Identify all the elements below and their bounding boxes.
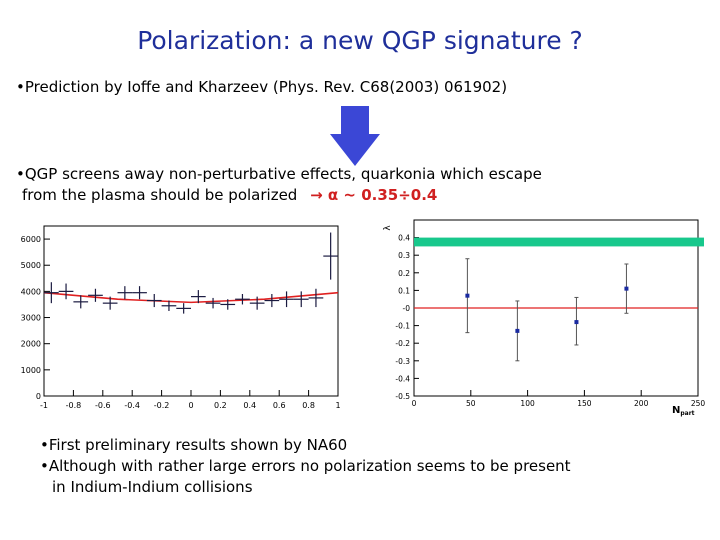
slide-title: Polarization: a new QGP signature ? — [137, 26, 583, 55]
data-point — [323, 232, 338, 280]
point-marker — [624, 286, 629, 291]
data-point — [176, 303, 191, 314]
y-tick-label: -0.2 — [395, 339, 410, 348]
x-tick-label: 0.8 — [302, 401, 315, 410]
data-point — [44, 282, 59, 304]
data-point — [279, 291, 294, 308]
x-tick-label: 150 — [577, 399, 592, 408]
data-point — [205, 297, 221, 309]
data-point — [465, 258, 470, 334]
x-tick-label: 50 — [466, 399, 476, 408]
x-tick-label: 0.4 — [243, 401, 256, 410]
bullet-prediction: •Prediction by Ioffe and Kharzeev (Phys.… — [16, 78, 508, 96]
data-point — [191, 290, 206, 304]
y-tick-label: 0.1 — [398, 286, 410, 295]
x-tick-label: 200 — [634, 399, 649, 408]
x-tick-label: -0.6 — [95, 401, 111, 410]
data-point — [161, 300, 177, 311]
data-point — [293, 291, 309, 308]
bullet-qgp-line1: •QGP screens away non-perturbative effec… — [16, 165, 542, 183]
chart-lambda-vs-npart: -0.5 -0.4 -0.3 -0.2 -0.1 -0 0.1 0.2 0.3 0.4 λ 0 50 10… — [383, 219, 706, 417]
bullet-qgp-line2: from the plasma should be polarized → α … — [16, 185, 542, 206]
prediction-band — [414, 237, 704, 247]
data-point — [235, 294, 250, 305]
y-tick-label: 1000 — [21, 366, 41, 375]
data-point — [220, 299, 236, 310]
x-tick-label: 0 — [412, 399, 417, 408]
down-arrow-icon — [330, 106, 380, 166]
bullet-qgp-line2-text: from the plasma should be polarized — [22, 186, 298, 204]
x-tick-label: 250 — [691, 399, 706, 408]
point-marker — [465, 293, 470, 298]
x-tick-label: 1 — [335, 401, 340, 410]
y-tick-label: -0.4 — [395, 374, 410, 383]
bullet-results-line1: •First preliminary results shown by NA60 — [40, 436, 348, 454]
data-point — [515, 300, 520, 362]
x-tick-label: -0.4 — [124, 401, 140, 410]
y-tick-label: 0.2 — [398, 269, 410, 278]
y-tick-label: 0.3 — [398, 251, 410, 260]
y-tick-label: -0.1 — [395, 322, 410, 331]
y-tick-label: 4000 — [21, 287, 41, 296]
y-tick-label: -0 — [403, 304, 411, 313]
data-point — [117, 286, 133, 300]
y-axis-label: λ — [383, 225, 393, 231]
x-tick-label: -1 — [40, 401, 48, 410]
x-tick-label: 0.2 — [214, 401, 227, 410]
fit-curve — [43, 291, 339, 304]
y-tick-label: -0.3 — [395, 357, 410, 366]
data-point — [58, 283, 74, 300]
x-tick-label: -0.8 — [66, 401, 82, 410]
data-point — [132, 286, 147, 300]
plot-frame — [43, 225, 339, 397]
data-point — [308, 288, 324, 308]
bullet-results-line2: •Although with rather large errors no po… — [40, 457, 571, 475]
data-point — [102, 296, 118, 310]
x-tick-label: -0.2 — [154, 401, 170, 410]
y-tick-label: 0 — [36, 392, 41, 401]
x-tick-label: 100 — [520, 399, 535, 408]
y-tick-label: 5000 — [21, 261, 41, 270]
data-point — [73, 295, 89, 309]
y-tick-label: 0.4 — [398, 234, 410, 243]
x-tick-label: 0 — [188, 401, 193, 410]
point-marker — [515, 328, 520, 333]
chart-angular-distribution: 0 1000 2000 3000 4000 5000 6000 -1 -0.8 -0.6 -0.4 -… — [21, 225, 341, 410]
data-point — [88, 288, 103, 302]
bullet-results-line3: in Indium-Indium collisions — [52, 478, 253, 496]
y-tick-label: 3000 — [21, 314, 41, 323]
data-point — [249, 296, 265, 310]
bullet-results: •First preliminary results shown by NA60… — [40, 435, 571, 498]
data-point — [264, 294, 280, 308]
y-tick-label: 6000 — [21, 235, 41, 244]
bullet-qgp-screening: •QGP screens away non-perturbative effec… — [16, 164, 542, 206]
data-point — [146, 294, 162, 308]
data-point — [624, 263, 629, 314]
y-tick-label: 2000 — [21, 340, 41, 349]
x-tick-label: 0.6 — [273, 401, 286, 410]
x-axis-label-sub: part — [680, 410, 694, 417]
point-marker — [574, 320, 579, 325]
y-tick-label: -0.5 — [395, 392, 410, 401]
data-point — [574, 296, 579, 346]
alpha-prediction: → α ~ 0.35÷0.4 — [310, 186, 438, 204]
